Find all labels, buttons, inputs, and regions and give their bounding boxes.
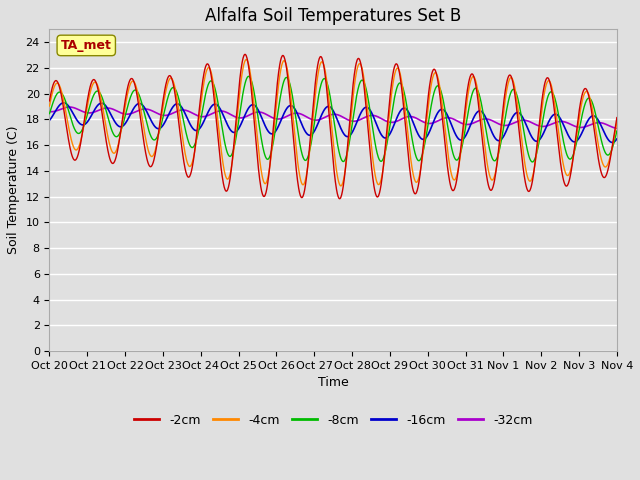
Y-axis label: Soil Temperature (C): Soil Temperature (C)	[7, 126, 20, 254]
Title: Alfalfa Soil Temperatures Set B: Alfalfa Soil Temperatures Set B	[205, 7, 461, 25]
Text: TA_met: TA_met	[61, 39, 112, 52]
X-axis label: Time: Time	[318, 376, 349, 389]
Legend: -2cm, -4cm, -8cm, -16cm, -32cm: -2cm, -4cm, -8cm, -16cm, -32cm	[129, 409, 538, 432]
